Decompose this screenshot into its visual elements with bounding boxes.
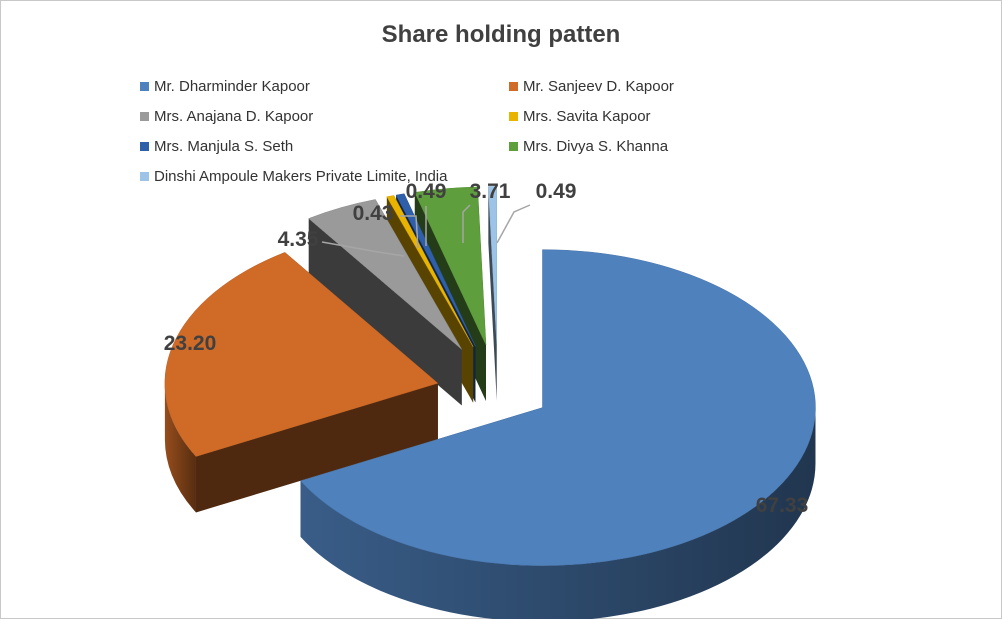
slice-wall [308, 218, 462, 406]
slice-top [488, 186, 497, 345]
data-label: 67.33 [756, 494, 809, 517]
slice-top [395, 193, 476, 347]
data-label: 0.49 [406, 180, 447, 203]
legend-item: Mrs. Manjula S. Seth [140, 138, 293, 155]
legend-item: Mr. Sanjeev D. Kapoor [509, 78, 674, 95]
legend-swatch [140, 112, 149, 121]
legend-label: Mr. Dharminder Kapoor [154, 78, 310, 95]
legend-item: Mrs. Savita Kapoor [509, 108, 651, 125]
legend-swatch [509, 112, 518, 121]
leader-line [496, 204, 531, 244]
slice-top [300, 249, 816, 566]
legend-swatch [509, 82, 518, 91]
chart-title: Share holding patten [381, 21, 621, 48]
legend-item: Mrs. Divya S. Khanna [509, 138, 668, 155]
legend-swatch [509, 142, 518, 151]
legend-label: Mrs. Manjula S. Seth [154, 138, 294, 155]
slice-top [386, 195, 474, 347]
slice-top [164, 252, 439, 457]
leader-line [400, 215, 419, 249]
data-label: 3.71 [470, 180, 511, 203]
data-label: 23.20 [164, 332, 217, 355]
data-label: 4.35 [278, 228, 319, 251]
legend-swatch [140, 172, 149, 181]
legend-label: Mr. Sanjeev D. Kapoor [523, 78, 674, 95]
legend-swatch [140, 142, 149, 151]
slice-top [308, 199, 462, 350]
slice-wall [488, 186, 497, 401]
data-label: 0.49 [536, 180, 577, 203]
legend-label: Mrs. Savita Kapoor [523, 108, 651, 125]
slice-top [414, 186, 487, 346]
legend-label: Mrs. Anajana D. Kapoor [154, 108, 314, 125]
data-label: 0.43 [353, 202, 394, 225]
legend-item: Mrs. Anajana D. Kapoor [140, 108, 313, 125]
leader-line [321, 241, 405, 257]
legend-item: Mr. Dharminder Kapoor [140, 78, 310, 95]
leader-line [462, 204, 471, 243]
slice-wall [195, 383, 438, 513]
legend-item: Dinshi Ampoule Makers Private Limite, In… [140, 168, 447, 185]
legend-label: Dinshi Ampoule Makers Private Limite, In… [154, 168, 448, 185]
slice-side [300, 407, 816, 619]
pie-slice [488, 186, 497, 401]
legend-swatch [140, 82, 149, 91]
legend-label: Mrs. Divya S. Khanna [523, 138, 669, 155]
slice-side [164, 383, 196, 513]
